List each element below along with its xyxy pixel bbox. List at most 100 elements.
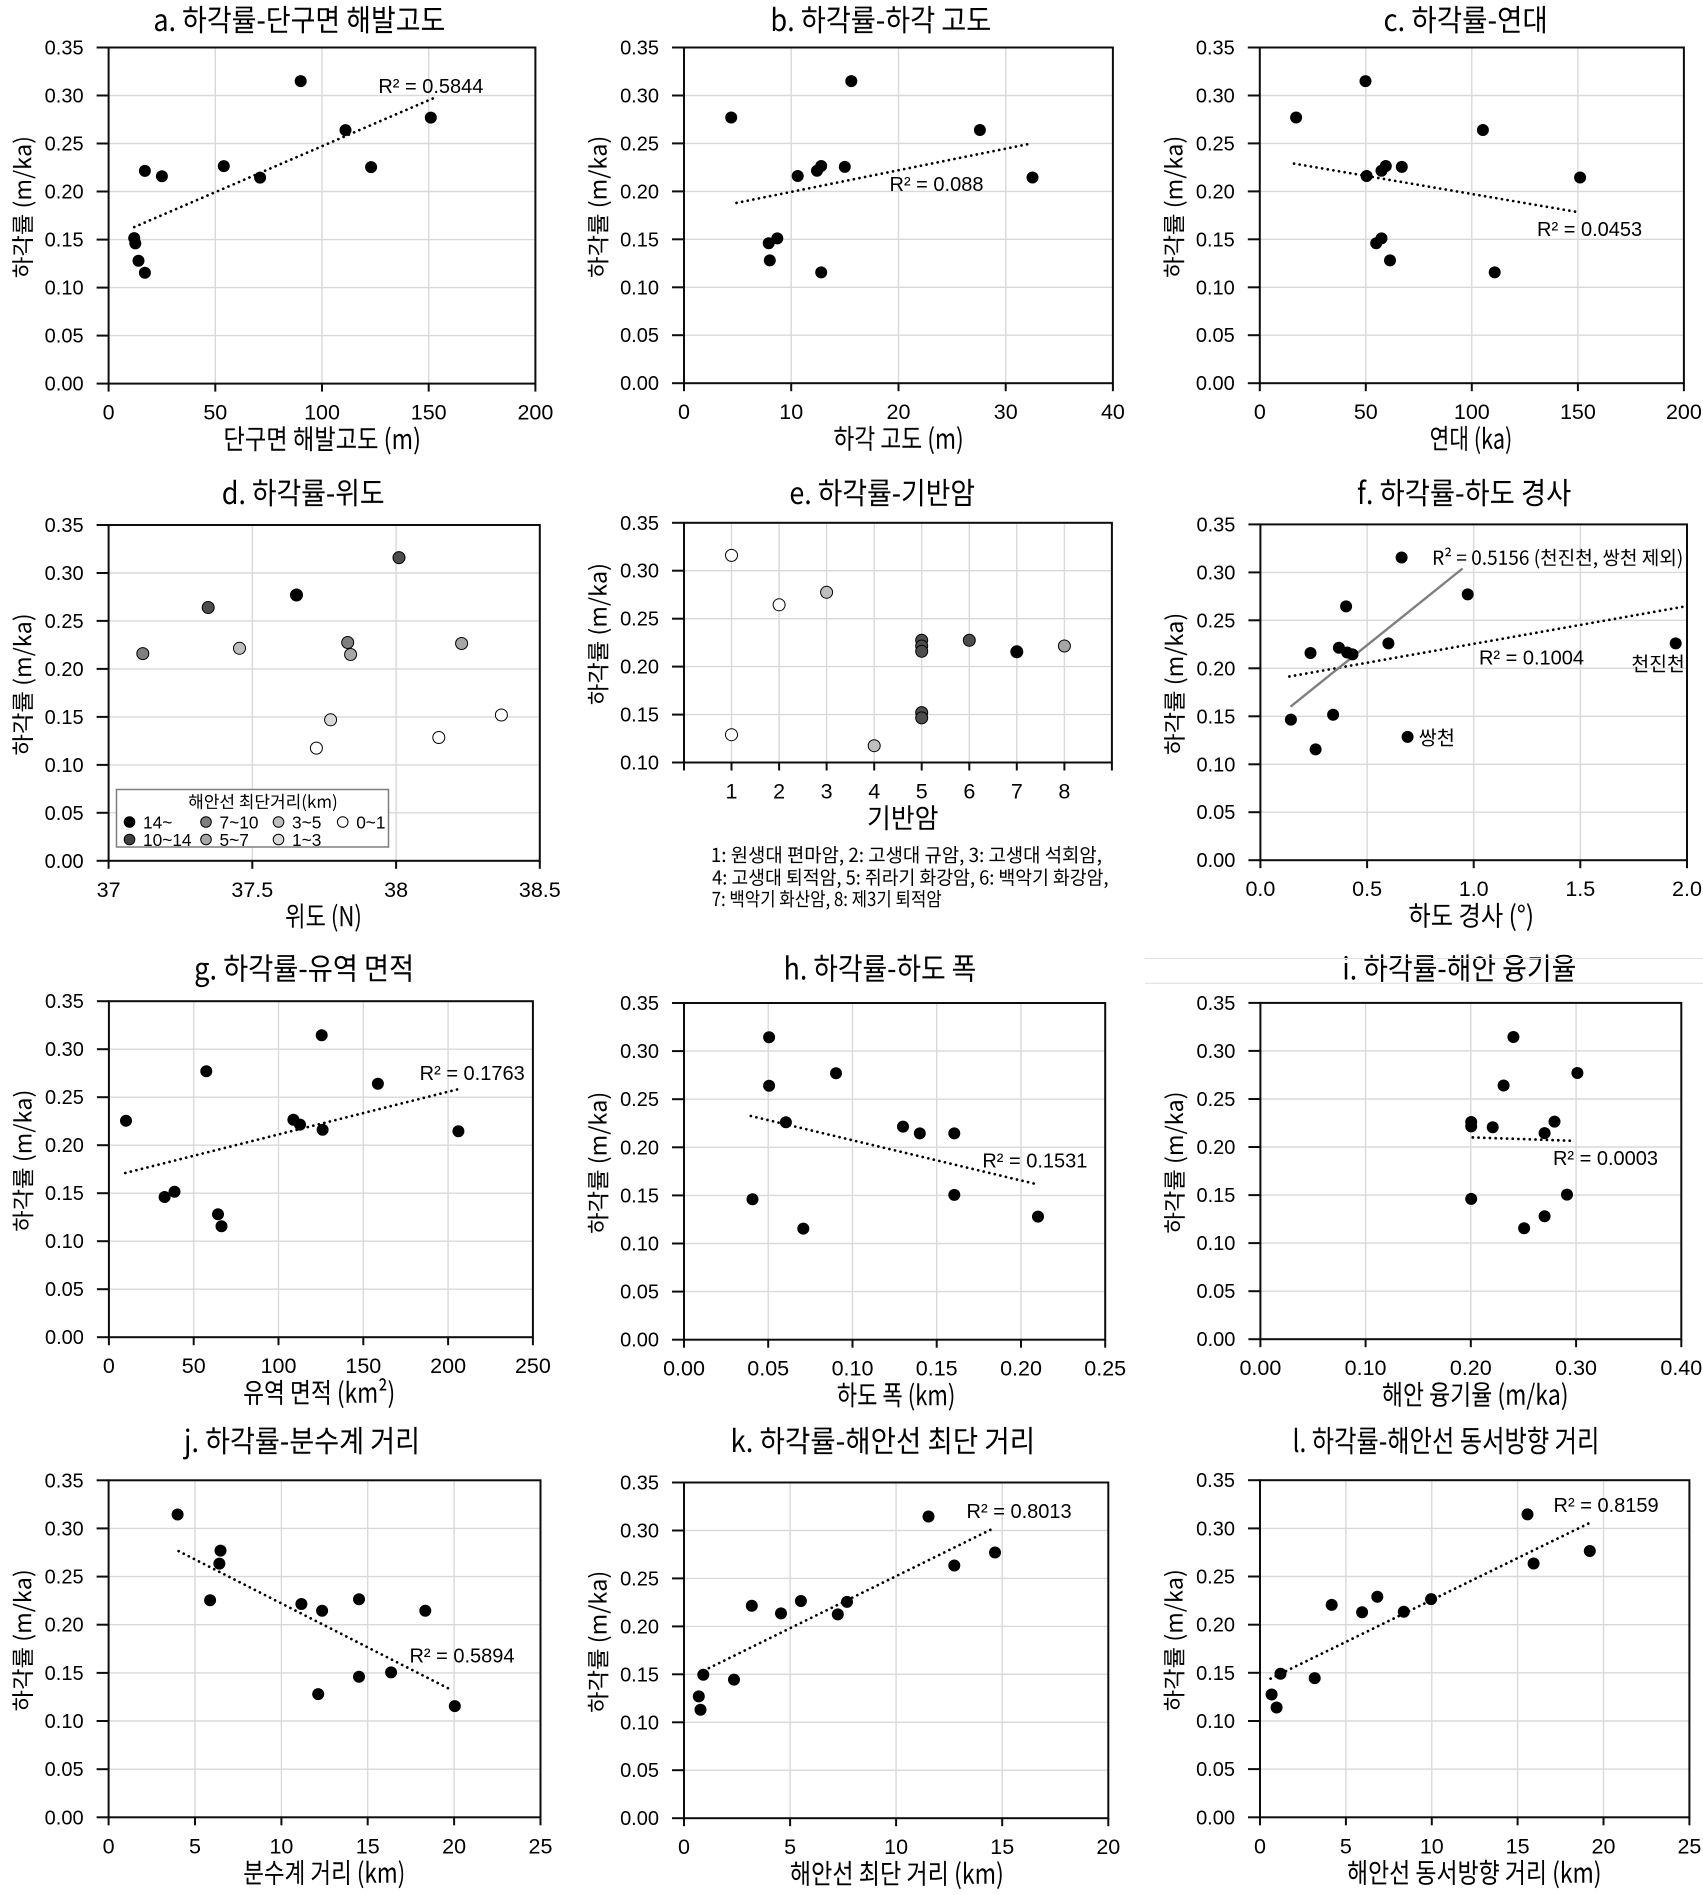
svg-text:25: 25	[529, 1834, 553, 1858]
svg-text:50: 50	[203, 401, 227, 425]
svg-text:0.25: 0.25	[45, 1087, 84, 1109]
svg-text:0.15: 0.15	[916, 1357, 958, 1381]
svg-text:R² = 0.1763: R² = 0.1763	[420, 1063, 525, 1085]
svg-text:0.35: 0.35	[1196, 1470, 1235, 1492]
svg-text:5: 5	[916, 780, 928, 804]
svg-text:0.15: 0.15	[45, 230, 84, 252]
svg-text:0.20: 0.20	[45, 659, 84, 681]
svg-text:0.15: 0.15	[1196, 1185, 1235, 1207]
svg-text:2.0: 2.0	[1672, 877, 1702, 901]
svg-text:0.30: 0.30	[45, 1518, 84, 1540]
svg-text:0.20: 0.20	[1450, 1356, 1492, 1380]
svg-text:0.30: 0.30	[45, 563, 84, 585]
svg-text:0.15: 0.15	[45, 1663, 84, 1685]
svg-text:1.0: 1.0	[1459, 877, 1489, 901]
svg-text:0.20: 0.20	[620, 1137, 659, 1159]
svg-text:0.00: 0.00	[45, 1327, 84, 1349]
svg-text:0: 0	[103, 1354, 115, 1378]
svg-text:0: 0	[678, 400, 690, 424]
svg-text:2: 2	[773, 780, 785, 804]
svg-text:0.05: 0.05	[45, 1279, 84, 1301]
svg-text:0.10: 0.10	[1196, 754, 1235, 776]
svg-text:0.25: 0.25	[45, 611, 84, 633]
svg-text:10: 10	[1420, 1834, 1444, 1858]
svg-text:0.25: 0.25	[45, 134, 84, 156]
svg-text:0.15: 0.15	[1196, 1663, 1235, 1685]
svg-text:0.20: 0.20	[1196, 181, 1235, 203]
svg-text:0.00: 0.00	[1196, 1807, 1235, 1829]
svg-text:R² = 0.0003: R² = 0.0003	[1553, 1148, 1658, 1170]
svg-text:0.05: 0.05	[747, 1357, 789, 1381]
svg-text:15: 15	[356, 1834, 380, 1858]
svg-text:0.10: 0.10	[1345, 1356, 1387, 1380]
svg-text:0.35: 0.35	[45, 1470, 84, 1492]
svg-text:0.05: 0.05	[620, 1282, 659, 1304]
svg-text:5: 5	[1340, 1834, 1352, 1858]
svg-text:0.10: 0.10	[832, 1357, 874, 1381]
svg-text:0: 0	[103, 401, 115, 425]
svg-text:8: 8	[1058, 780, 1070, 804]
svg-text:0.15: 0.15	[1196, 229, 1235, 251]
svg-text:0.30: 0.30	[1196, 562, 1235, 584]
svg-text:0.40: 0.40	[1660, 1356, 1702, 1380]
svg-text:7~10: 7~10	[220, 812, 259, 832]
svg-text:R² = 0.8013: R² = 0.8013	[967, 1501, 1072, 1523]
svg-text:0.30: 0.30	[1555, 1356, 1597, 1380]
svg-text:0.30: 0.30	[620, 1041, 659, 1063]
svg-text:0.00: 0.00	[1196, 1329, 1235, 1351]
svg-text:100: 100	[261, 1354, 297, 1378]
svg-text:0.25: 0.25	[1196, 1089, 1235, 1111]
svg-text:R² = 0.1004: R² = 0.1004	[1479, 648, 1584, 670]
svg-text:0.20: 0.20	[45, 182, 84, 204]
svg-text:0.15: 0.15	[45, 1183, 84, 1205]
svg-text:0.10: 0.10	[45, 1711, 84, 1733]
svg-text:100: 100	[304, 401, 340, 425]
svg-text:50: 50	[182, 1354, 206, 1378]
svg-text:0: 0	[1254, 1834, 1266, 1858]
svg-text:20: 20	[1096, 1835, 1120, 1859]
svg-text:0.15: 0.15	[45, 707, 84, 729]
svg-text:0.25: 0.25	[1196, 1567, 1235, 1589]
svg-text:0.00: 0.00	[620, 1808, 659, 1830]
svg-text:0.35: 0.35	[620, 513, 659, 535]
svg-text:0.20: 0.20	[1196, 1615, 1235, 1637]
svg-text:0.10: 0.10	[45, 1231, 84, 1253]
svg-text:0.30: 0.30	[620, 1521, 659, 1543]
svg-text:0.20: 0.20	[620, 1616, 659, 1638]
svg-text:0.30: 0.30	[45, 86, 84, 108]
svg-text:0.05: 0.05	[45, 803, 84, 825]
svg-text:0.00: 0.00	[663, 1357, 705, 1381]
svg-text:0.5: 0.5	[1352, 877, 1382, 901]
svg-text:15: 15	[1506, 1834, 1530, 1858]
svg-text:0.25: 0.25	[1084, 1357, 1126, 1381]
svg-text:20: 20	[442, 1834, 466, 1858]
svg-text:200: 200	[517, 401, 553, 425]
svg-text:40: 40	[1101, 400, 1125, 424]
svg-text:0.20: 0.20	[620, 657, 659, 679]
svg-text:37.5: 37.5	[231, 878, 273, 902]
svg-text:R² = 0.0453: R² = 0.0453	[1537, 219, 1642, 241]
svg-text:0.00: 0.00	[45, 1807, 84, 1829]
svg-text:150: 150	[345, 1354, 381, 1378]
svg-text:5: 5	[189, 1834, 201, 1858]
svg-text:0.25: 0.25	[620, 609, 659, 631]
svg-text:0.10: 0.10	[45, 755, 84, 777]
svg-text:R² = 0.5844: R² = 0.5844	[378, 76, 483, 98]
svg-text:0.20: 0.20	[45, 1615, 84, 1637]
svg-text:0.05: 0.05	[1196, 1281, 1235, 1303]
svg-text:0.25: 0.25	[1196, 133, 1235, 155]
svg-text:1: 1	[726, 780, 738, 804]
svg-text:0.0: 0.0	[1245, 877, 1275, 901]
svg-text:0.10: 0.10	[620, 753, 659, 775]
svg-text:0.15: 0.15	[620, 1664, 659, 1686]
svg-text:0~1: 0~1	[356, 812, 385, 832]
svg-text:5: 5	[784, 1835, 796, 1859]
svg-text:25: 25	[1677, 1834, 1701, 1858]
svg-text:200: 200	[1666, 400, 1702, 424]
svg-text:R² = 0.088: R² = 0.088	[890, 174, 984, 196]
svg-text:30: 30	[994, 400, 1018, 424]
svg-text:10: 10	[269, 1834, 293, 1858]
svg-text:0.35: 0.35	[1196, 514, 1235, 536]
svg-text:4: 4	[868, 780, 880, 804]
svg-text:3~5: 3~5	[292, 812, 321, 832]
